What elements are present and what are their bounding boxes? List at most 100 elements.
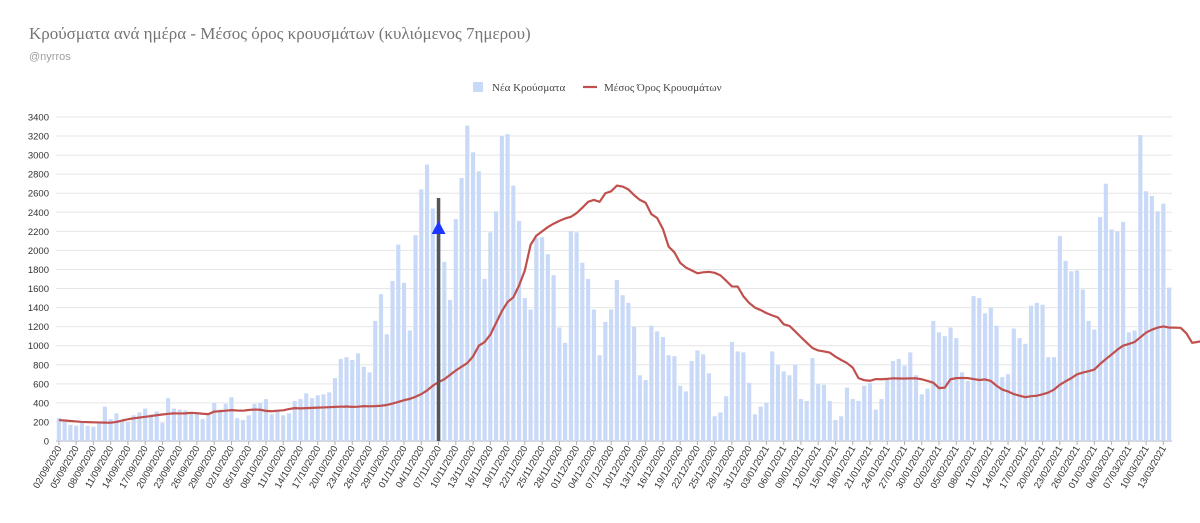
bar: [355, 353, 361, 441]
bar: [430, 208, 435, 441]
bar: [701, 354, 706, 441]
bar: [1161, 203, 1166, 441]
bar: [1121, 221, 1126, 441]
bar: [678, 385, 683, 441]
bar: [614, 279, 619, 441]
y-tick-label: 1200: [28, 322, 49, 333]
bar: [959, 372, 965, 441]
bar: [56, 418, 61, 441]
bar: [91, 426, 96, 441]
bar: [108, 419, 113, 441]
bar: [827, 400, 832, 441]
bar: [770, 351, 775, 441]
bar: [229, 397, 234, 441]
bar: [965, 380, 970, 441]
bar: [442, 261, 447, 441]
bar: [574, 232, 579, 441]
y-tick-label: 2800: [28, 170, 49, 181]
bar: [919, 394, 924, 441]
y-tick-label: 3000: [28, 151, 49, 162]
bar: [839, 416, 844, 441]
chart-subtitle: @nyrros: [29, 51, 71, 63]
bar: [298, 399, 303, 441]
bar: [1103, 183, 1108, 442]
bar: [1086, 320, 1091, 441]
bar: [747, 382, 752, 441]
bar: [413, 235, 418, 441]
y-tick-label: 200: [33, 417, 49, 428]
bar: [522, 298, 527, 441]
bar: [775, 364, 781, 441]
bar: [309, 398, 315, 441]
bar: [1017, 338, 1022, 441]
bar: [586, 279, 591, 441]
bar: [148, 414, 153, 441]
bar: [712, 416, 717, 441]
bar: [470, 152, 476, 441]
bar: [281, 415, 286, 441]
bar: [603, 321, 608, 441]
bar: [212, 402, 217, 441]
bar: [850, 399, 855, 441]
y-tick-label: 0: [44, 437, 49, 448]
bar: [948, 327, 953, 441]
bar: [143, 408, 148, 441]
bar: [793, 364, 798, 441]
chart-legend: Νέα Κρούσματα Μέσος Όρος Κρουσμάτων: [473, 82, 722, 94]
bar: [977, 298, 982, 441]
bar: [327, 392, 332, 441]
bar: [258, 402, 263, 441]
bar: [540, 237, 545, 441]
bar: [447, 299, 453, 441]
bar: [1126, 332, 1131, 441]
bar: [292, 400, 297, 441]
bar: [752, 414, 758, 441]
bar: [465, 125, 470, 441]
bar: [240, 420, 246, 441]
bar: [816, 383, 821, 441]
bar: [390, 280, 395, 441]
bar: [672, 356, 677, 441]
bar: [902, 365, 907, 441]
bar: [879, 399, 884, 441]
bar: [384, 334, 389, 441]
bar: [787, 375, 792, 441]
bar: [856, 400, 861, 441]
bar: [137, 412, 142, 441]
bar: [263, 399, 269, 441]
bar: [718, 412, 723, 441]
y-tick-label: 800: [33, 360, 49, 371]
y-tick-label: 600: [33, 379, 49, 390]
bar: [1149, 196, 1154, 441]
bar: [453, 218, 458, 441]
bar: [373, 320, 378, 441]
bar: [626, 302, 631, 441]
bar: [689, 360, 694, 441]
bar: [1144, 191, 1149, 441]
bar: [821, 384, 827, 441]
bar: [994, 325, 999, 441]
bar: [1011, 328, 1016, 441]
bar: [499, 136, 504, 441]
bar: [177, 409, 182, 441]
bar: [637, 375, 642, 441]
bar: [419, 189, 424, 441]
bar: [160, 422, 165, 441]
average-line: [58, 184, 1200, 424]
bar: [1000, 377, 1005, 441]
bar: [223, 403, 228, 441]
bar: [131, 415, 136, 441]
bar: [534, 238, 539, 441]
bar: [114, 413, 119, 441]
bar: [741, 352, 746, 441]
bar: [476, 171, 481, 442]
bar: [649, 325, 654, 441]
bar: [885, 380, 890, 441]
y-tick-label: 3200: [28, 132, 49, 143]
bar: [79, 420, 84, 441]
bar: [563, 342, 568, 441]
bar: [1057, 236, 1062, 441]
bar: [235, 418, 240, 441]
y-tick-label: 400: [33, 398, 49, 409]
